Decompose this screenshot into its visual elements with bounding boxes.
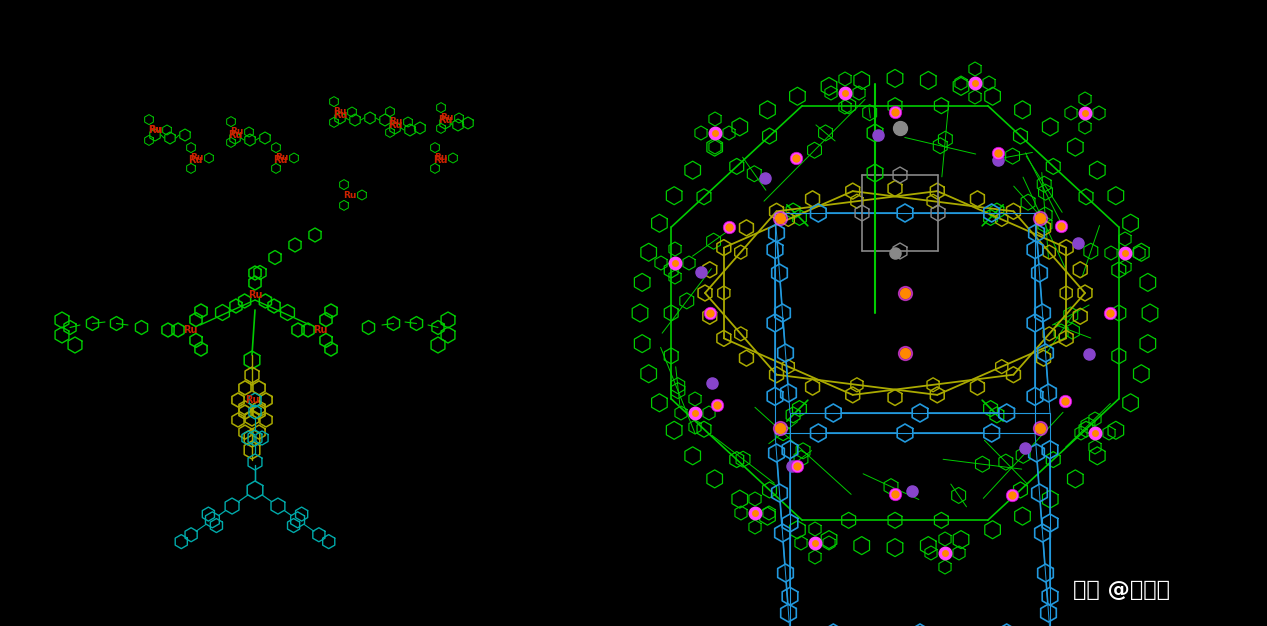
- Text: Ru: Ru: [148, 125, 162, 135]
- Text: Ru: Ru: [188, 155, 203, 165]
- Text: Ru: Ru: [275, 153, 289, 163]
- Text: Ru: Ru: [388, 120, 402, 130]
- Text: Ru: Ru: [333, 110, 347, 120]
- Text: Ru: Ru: [313, 325, 327, 335]
- Text: Ru: Ru: [231, 128, 243, 136]
- Text: Ru: Ru: [182, 325, 198, 335]
- Text: Ru: Ru: [433, 155, 447, 165]
- Text: Ru: Ru: [272, 155, 288, 165]
- Text: Ru: Ru: [435, 153, 447, 163]
- Text: Ru: Ru: [245, 395, 260, 405]
- Text: Ru: Ru: [389, 118, 403, 126]
- Text: 头条 @化学加: 头条 @化学加: [1073, 580, 1169, 600]
- Text: Ru: Ru: [333, 108, 347, 116]
- Text: Ru: Ru: [343, 190, 357, 200]
- Text: Ru: Ru: [148, 125, 162, 135]
- Text: Ru: Ru: [438, 115, 452, 125]
- Text: Ru: Ru: [441, 113, 454, 123]
- Text: Ru: Ru: [190, 153, 204, 163]
- Text: Ru: Ru: [228, 130, 242, 140]
- Text: Ru: Ru: [248, 290, 262, 300]
